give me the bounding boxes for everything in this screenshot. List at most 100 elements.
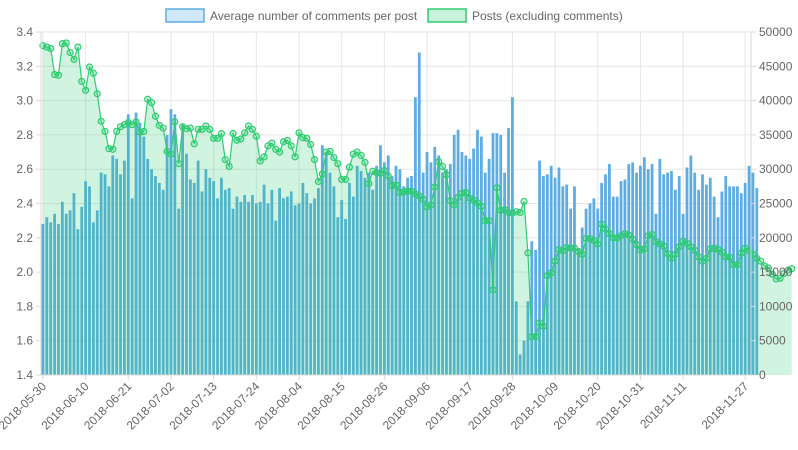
bar-avg-comments[interactable]	[576, 248, 580, 375]
bar-avg-comments[interactable]	[282, 198, 285, 375]
point-posts[interactable]	[516, 208, 524, 217]
bar-avg-comments[interactable]	[375, 165, 378, 375]
bar-avg-comments[interactable]	[254, 203, 258, 376]
point-posts[interactable]	[663, 249, 672, 258]
bar-avg-comments[interactable]	[320, 145, 324, 375]
bar-avg-comments[interactable]	[165, 134, 169, 375]
bar-avg-comments[interactable]	[666, 172, 669, 375]
point-posts[interactable]	[660, 242, 668, 250]
bar-avg-comments[interactable]	[324, 152, 328, 375]
point-posts[interactable]	[345, 163, 354, 171]
bar-avg-comments[interactable]	[119, 174, 122, 375]
bar-avg-comments[interactable]	[161, 189, 165, 375]
bar-avg-comments[interactable]	[274, 220, 278, 375]
legend-label-posts[interactable]: Posts (excluding comments)	[472, 9, 623, 23]
bar-avg-comments[interactable]	[693, 172, 697, 375]
bar-avg-comments[interactable]	[553, 177, 557, 375]
point-posts[interactable]	[303, 134, 311, 142]
point-posts[interactable]	[489, 286, 497, 294]
bar-avg-comments[interactable]	[138, 122, 142, 376]
point-posts[interactable]	[594, 240, 602, 248]
bar-avg-comments[interactable]	[417, 52, 421, 375]
bar-avg-comments[interactable]	[650, 164, 654, 375]
bar-avg-comments[interactable]	[134, 112, 138, 375]
point-posts[interactable]	[636, 246, 645, 254]
bar-avg-comments[interactable]	[115, 158, 119, 375]
point-posts[interactable]	[450, 201, 458, 209]
bar-avg-comments[interactable]	[196, 160, 200, 375]
bar-avg-comments[interactable]	[386, 155, 390, 375]
bar-avg-comments[interactable]	[429, 162, 433, 375]
bar-avg-comments[interactable]	[631, 162, 635, 375]
bar-avg-comments[interactable]	[235, 196, 239, 375]
bar-avg-comments[interactable]	[262, 184, 266, 375]
point-posts[interactable]	[578, 250, 586, 258]
bar-avg-comments[interactable]	[185, 153, 188, 375]
bar-avg-comments[interactable]	[293, 205, 297, 375]
point-posts[interactable]	[225, 162, 233, 171]
point-posts[interactable]	[78, 77, 86, 85]
bar-avg-comments[interactable]	[289, 191, 293, 375]
bar-avg-comments[interactable]	[53, 213, 56, 375]
bar-avg-comments[interactable]	[173, 114, 177, 375]
bar-avg-comments[interactable]	[689, 155, 693, 375]
bar-avg-comments[interactable]	[673, 189, 677, 375]
bar-avg-comments[interactable]	[150, 169, 153, 375]
point-posts[interactable]	[283, 136, 291, 144]
bar-avg-comments[interactable]	[216, 198, 219, 375]
point-posts[interactable]	[733, 260, 742, 269]
bar-avg-comments[interactable]	[177, 208, 181, 375]
point-posts[interactable]	[93, 90, 101, 98]
bar-avg-comments[interactable]	[736, 186, 739, 375]
point-posts[interactable]	[671, 250, 679, 258]
point-posts[interactable]	[380, 166, 388, 175]
point-posts[interactable]	[718, 248, 726, 256]
bar-avg-comments[interactable]	[441, 172, 444, 375]
point-posts[interactable]	[85, 63, 94, 71]
bar-avg-comments[interactable]	[208, 177, 212, 375]
bar-avg-comments[interactable]	[328, 172, 332, 375]
bar-avg-comments[interactable]	[747, 165, 751, 375]
bar-avg-comments[interactable]	[157, 182, 161, 375]
point-posts[interactable]	[147, 99, 156, 107]
point-posts[interactable]	[431, 183, 439, 191]
bar-avg-comments[interactable]	[146, 158, 150, 375]
bar-avg-comments[interactable]	[45, 217, 49, 375]
point-posts[interactable]	[159, 124, 167, 132]
bar-avg-comments[interactable]	[88, 186, 91, 375]
bar-avg-comments[interactable]	[285, 196, 289, 375]
bar-avg-comments[interactable]	[305, 193, 309, 375]
point-posts[interactable]	[151, 112, 160, 120]
point-posts[interactable]	[97, 117, 105, 125]
point-posts[interactable]	[341, 175, 350, 184]
bar-avg-comments[interactable]	[297, 203, 301, 376]
bar-avg-comments[interactable]	[231, 208, 235, 375]
bar-avg-comments[interactable]	[332, 186, 336, 375]
bar-avg-comments[interactable]	[588, 203, 592, 376]
bar-avg-comments[interactable]	[204, 169, 208, 375]
bar-avg-comments[interactable]	[414, 97, 417, 376]
point-posts[interactable]	[784, 266, 792, 274]
bar-avg-comments[interactable]	[681, 213, 685, 375]
bar-avg-comments[interactable]	[600, 182, 604, 375]
bar-avg-comments[interactable]	[402, 186, 406, 375]
point-posts[interactable]	[361, 158, 369, 166]
bar-avg-comments[interactable]	[724, 176, 728, 375]
bar-avg-comments[interactable]	[495, 133, 499, 375]
bar-avg-comments[interactable]	[351, 196, 355, 375]
point-posts[interactable]	[314, 177, 323, 186]
bar-avg-comments[interactable]	[80, 206, 84, 375]
point-posts[interactable]	[318, 170, 326, 178]
bar-avg-comments[interactable]	[188, 179, 192, 375]
bar-avg-comments[interactable]	[382, 162, 386, 375]
bar-avg-comments[interactable]	[64, 213, 68, 375]
point-posts[interactable]	[524, 249, 532, 257]
bar-avg-comments[interactable]	[448, 164, 452, 375]
bar-avg-comments[interactable]	[317, 188, 320, 375]
point-posts[interactable]	[640, 245, 648, 253]
point-posts[interactable]	[221, 155, 229, 164]
bar-avg-comments[interactable]	[751, 172, 755, 375]
bar-avg-comments[interactable]	[708, 177, 712, 375]
point-posts[interactable]	[768, 270, 776, 278]
bar-avg-comments[interactable]	[561, 186, 565, 375]
